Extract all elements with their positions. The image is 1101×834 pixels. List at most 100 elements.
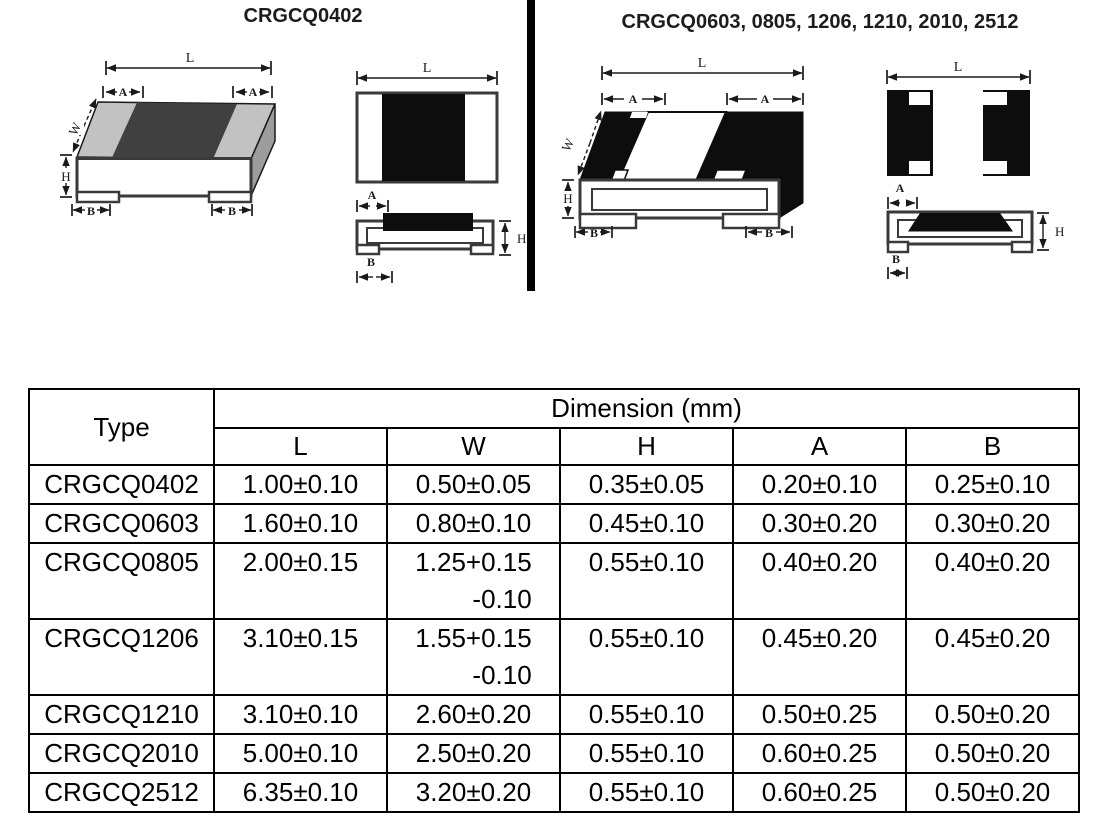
- chip-top-view: L: [886, 60, 1031, 176]
- top-view-corner-pad: [983, 92, 1007, 105]
- value-cell: 1.25+0.15 -0.10: [386, 542, 561, 620]
- value-cell: 0.45±0.20: [732, 618, 907, 696]
- dim-label-H: H: [517, 231, 526, 246]
- type-cell: CRGCQ1210: [28, 694, 215, 735]
- dim-label-L: L: [698, 56, 707, 71]
- value-cell: 0.50±0.20: [904, 694, 1081, 735]
- dim-label-B: B: [765, 226, 773, 240]
- type-column-header: Type: [28, 388, 215, 466]
- side-view-foot: [469, 243, 495, 256]
- chip-front-face: [578, 178, 781, 220]
- value-cell: 2.50±0.20: [386, 733, 561, 774]
- value-cell: 0.50±0.25: [732, 694, 907, 735]
- dim-label-A: A: [761, 92, 770, 106]
- dim-label-A: A: [896, 181, 905, 195]
- side-view-foot: [1010, 240, 1034, 254]
- value-cell: 0.55±0.10: [559, 772, 734, 813]
- chip-top-view: L: [355, 61, 499, 184]
- table-row: CRGCQ2512 6.35±0.10 3.20±0.20 0.55±0.10 0.60…: [28, 772, 1081, 813]
- chip-3d-view: L A A W: [558, 56, 804, 240]
- dim-label-L: L: [186, 51, 195, 66]
- value-cell: 0.45±0.10: [559, 503, 734, 544]
- dim-label-L: L: [954, 60, 963, 75]
- value-cell: 0.50±0.05: [386, 464, 561, 505]
- top-view-center-band: [933, 90, 983, 176]
- side-view-element: [383, 213, 473, 231]
- chip-terminal-foot: [207, 190, 253, 204]
- dim-label-A: A: [629, 92, 638, 106]
- value-cell: 0.30±0.20: [904, 503, 1081, 544]
- type-cell: CRGCQ0805: [28, 542, 215, 620]
- value-cell: 0.60±0.25: [732, 772, 907, 813]
- value-cell: 0.60±0.25: [732, 733, 907, 774]
- column-header-L: L: [213, 427, 388, 466]
- dim-label-H: H: [61, 169, 70, 184]
- value-cell: 6.35±0.10: [213, 772, 388, 813]
- dim-label-H: H: [563, 191, 572, 206]
- dim-label-B: B: [367, 255, 375, 269]
- table-row: CRGCQ1210 3.10±0.10 2.60±0.20 0.55±0.10 0.50…: [28, 694, 1081, 735]
- dim-label-A: A: [249, 85, 258, 99]
- top-view-center-band: [382, 94, 465, 181]
- value-cell: 0.80±0.10: [386, 503, 561, 544]
- table-row: CRGCQ0402 1.00±0.10 0.50±0.05 0.35±0.05 0.20…: [28, 464, 1081, 505]
- value-cell: 3.20±0.20: [386, 772, 561, 813]
- value-cell: 1.55+0.15 -0.10: [386, 618, 561, 696]
- table-row: CRGCQ2010 5.00±0.10 2.50±0.20 0.55±0.10 0.60…: [28, 733, 1081, 774]
- value-cell: 0.50±0.20: [904, 733, 1081, 774]
- type-cell: CRGCQ2010: [28, 733, 215, 774]
- column-header-H: H: [559, 427, 734, 466]
- type-cell: CRGCQ0402: [28, 464, 215, 505]
- chip-terminal-foot: [721, 212, 781, 230]
- column-header-B: B: [904, 427, 1081, 466]
- table-row: CRGCQ0603 1.60±0.10 0.80±0.10 0.45±0.10 0.30…: [28, 503, 1081, 544]
- panel-divider: [527, 0, 535, 291]
- dim-label-H: H: [1055, 224, 1064, 239]
- type-cell: CRGCQ2512: [28, 772, 215, 813]
- right-panel-title: CRGCQ0603, 0805, 1206, 1210, 2010, 2512: [621, 11, 1019, 33]
- top-view-corner-pad: [909, 161, 930, 174]
- value-cell: 0.25±0.10: [904, 464, 1081, 505]
- dimension-table: Type Dimension (mm) L W H A B CRGCQ0402 1…: [28, 388, 1081, 813]
- table-row: CRGCQ0805 2.00±0.15 1.25+0.15 -0.10 0.55±0.1…: [28, 542, 1081, 620]
- dim-label-L: L: [423, 61, 432, 76]
- chip-back-notch: [630, 112, 648, 118]
- column-header-A: A: [732, 427, 907, 466]
- dimension-group-header: Dimension (mm): [212, 388, 1081, 429]
- type-cell: CRGCQ1206: [28, 618, 215, 696]
- value-cell: 0.55±0.10: [559, 542, 734, 620]
- side-view-foot: [355, 243, 381, 256]
- value-cell: 0.40±0.20: [732, 542, 907, 620]
- value-cell: 0.55±0.10: [559, 694, 734, 735]
- value-cell: 2.00±0.15: [213, 542, 388, 620]
- chip-side-view: A H B: [355, 188, 526, 283]
- diagram-crgcq0603-2512: L A A W: [558, 56, 1064, 279]
- dim-label-B: B: [892, 252, 900, 266]
- value-cell: 0.40±0.20: [904, 542, 1081, 620]
- value-cell: 1.00±0.10: [213, 464, 388, 505]
- chip-side-view: A H B: [886, 181, 1064, 279]
- value-cell: 3.10±0.10: [213, 694, 388, 735]
- type-cell: CRGCQ0603: [28, 503, 215, 544]
- value-cell: 5.00±0.10: [213, 733, 388, 774]
- value-cell: 0.35±0.05: [559, 464, 734, 505]
- value-cell: 0.55±0.10: [559, 618, 734, 696]
- chip-front-face: [75, 157, 253, 198]
- value-cell: 0.20±0.10: [732, 464, 907, 505]
- chip-3d-view: L A A W: [59, 51, 277, 218]
- value-cell: 2.60±0.20: [386, 694, 561, 735]
- value-cell: 0.30±0.20: [732, 503, 907, 544]
- value-cell: 0.55±0.10: [559, 733, 734, 774]
- value-cell: 1.60±0.10: [213, 503, 388, 544]
- value-cell: 0.50±0.20: [904, 772, 1081, 813]
- table-row: CRGCQ1206 3.10±0.15 1.55+0.15 -0.10 0.55±0.1…: [28, 618, 1081, 696]
- top-view-corner-pad: [983, 161, 1007, 174]
- chip-terminal-foot: [75, 190, 121, 204]
- value-cell: 0.45±0.20: [904, 618, 1081, 696]
- side-view-foot: [886, 240, 910, 254]
- dim-label-B: B: [590, 226, 598, 240]
- dim-label-B: B: [87, 204, 95, 218]
- chip-dark-band: [112, 102, 237, 159]
- left-panel-title: CRGCQ0402: [243, 5, 363, 27]
